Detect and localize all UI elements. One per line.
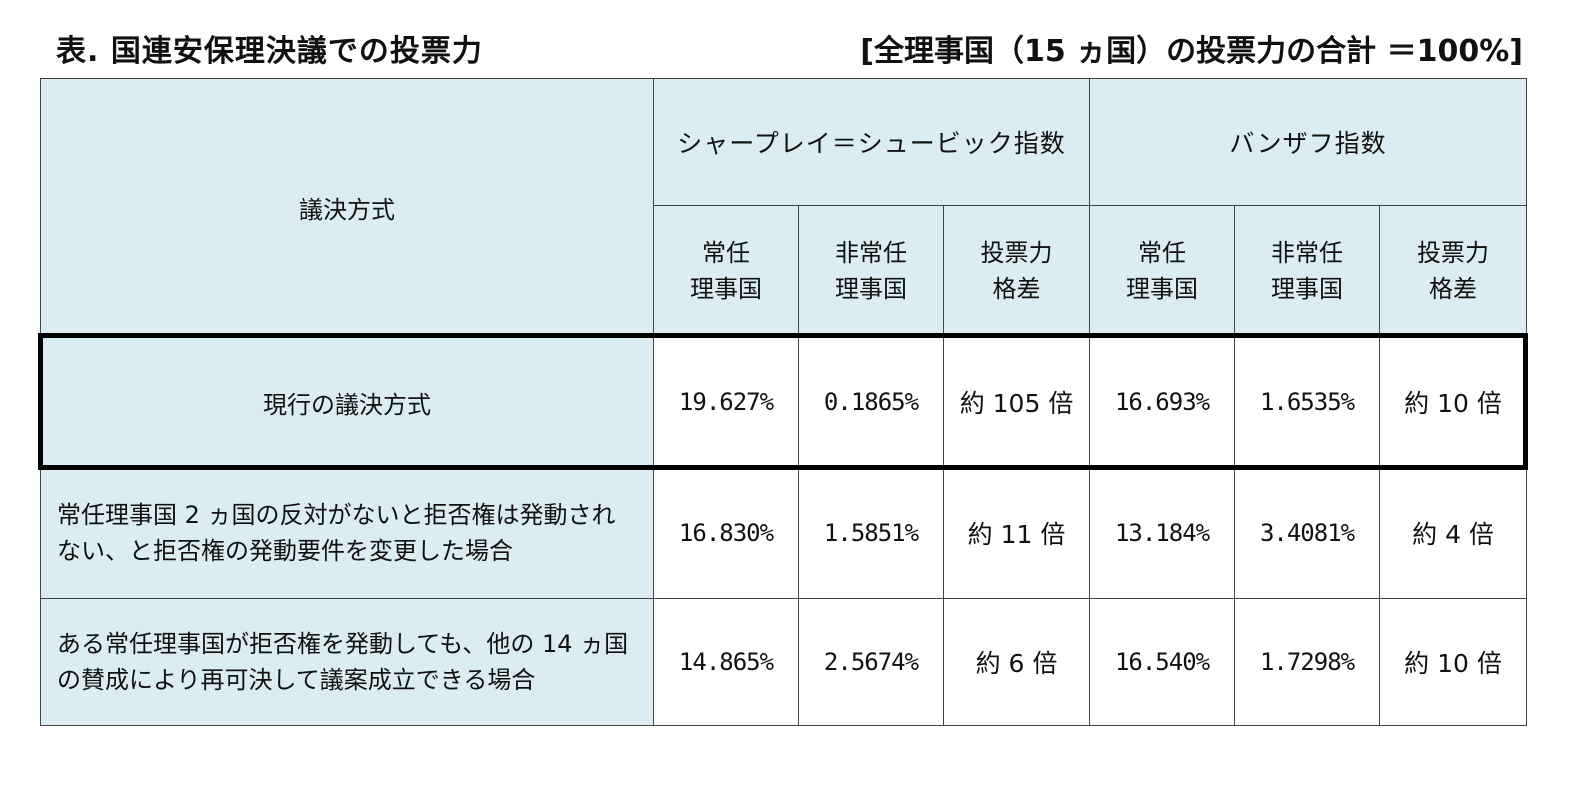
shapley-shubik-header: シャープレイ＝シュービック指数 — [652, 78, 1091, 206]
bz-permanent-header: 常任 理事国 — [1089, 205, 1236, 337]
ss-gap-cell: 約 6 倍 — [942, 598, 1091, 726]
ss-nonpermanent-cell: 2.5674% — [798, 598, 944, 726]
bz-gap-cell: 約 10 倍 — [1379, 336, 1528, 468]
bz-gap-header-line1: 投票力 — [1417, 239, 1490, 267]
ss-nonpermanent-cell: 1.5851% — [798, 467, 944, 599]
table-row: 現行の議決方式 19.627% 0.1865% 約 105 倍 16.693% … — [40, 336, 1528, 468]
ss-permanent-cell: 14.865% — [653, 598, 799, 726]
bz-permanent-header-line2: 理事国 — [1126, 275, 1199, 303]
method-cell: 現行の議決方式 — [40, 336, 654, 468]
bz-nonpermanent-header: 非常任 理事国 — [1234, 205, 1381, 337]
bz-permanent-header-line1: 常任 — [1138, 239, 1187, 267]
table-row: 常任理事国 2 ヵ国の反対がないと拒否権は発動されない、と拒否権の発動要件を変更… — [40, 467, 1528, 599]
table-title: 表. 国連安保理決議での投票力 — [56, 34, 483, 69]
bz-gap-header: 投票力 格差 — [1379, 205, 1528, 337]
bz-gap-cell: 約 4 倍 — [1379, 467, 1528, 599]
method-cell: 常任理事国 2 ヵ国の反対がないと拒否権は発動されない、と拒否権の発動要件を変更… — [40, 467, 654, 599]
ss-permanent-header-line2: 理事国 — [690, 275, 762, 303]
bz-permanent-cell: 16.693% — [1089, 336, 1236, 468]
voting-power-table: 議決方式 シャープレイ＝シュービック指数 バンザフ指数 常任 理事国 非常任 理… — [40, 78, 1528, 726]
ss-nonpermanent-header-line1: 非常任 — [835, 239, 907, 267]
ss-nonpermanent-header-line2: 理事国 — [835, 275, 907, 303]
ss-gap-header-line1: 投票力 — [980, 239, 1053, 267]
ss-gap-cell: 約 11 倍 — [942, 467, 1091, 599]
bz-nonpermanent-cell: 1.7298% — [1234, 598, 1381, 726]
bz-nonpermanent-header-line2: 理事国 — [1271, 275, 1344, 303]
ss-permanent-cell: 16.830% — [653, 467, 799, 599]
bz-permanent-cell: 13.184% — [1089, 467, 1236, 599]
header-row-groups: 議決方式 シャープレイ＝シュービック指数 バンザフ指数 — [40, 78, 1528, 337]
bz-gap-cell: 約 10 倍 — [1379, 598, 1528, 726]
ss-nonpermanent-header: 非常任 理事国 — [798, 205, 944, 337]
ss-gap-cell: 約 105 倍 — [942, 336, 1091, 468]
ss-gap-header: 投票力 格差 — [942, 205, 1091, 337]
total-note: [全理事国（15 ヵ国）の投票力の合計 ＝100%] — [860, 34, 1523, 69]
bz-nonpermanent-header-line1: 非常任 — [1271, 239, 1344, 267]
ss-nonpermanent-cell: 0.1865% — [798, 336, 944, 468]
ss-permanent-header-line1: 常任 — [702, 239, 750, 267]
table-row: ある常任理事国が拒否権を発動しても、他の 14 ヵ国の賛成により再可決して議案成… — [40, 598, 1528, 726]
method-cell: ある常任理事国が拒否権を発動しても、他の 14 ヵ国の賛成により再可決して議案成… — [40, 598, 654, 726]
ss-gap-header-line2: 格差 — [992, 275, 1041, 303]
ss-permanent-header: 常任 理事国 — [653, 205, 799, 337]
bz-gap-header-line2: 格差 — [1429, 275, 1478, 303]
header-row-sub: 常任 理事国 非常任 理事国 投票力 格差 常任 理事国 非常任 理事国 投票力… — [41, 205, 1528, 337]
ss-permanent-cell: 19.627% — [653, 336, 799, 468]
method-header: 議決方式 — [40, 78, 654, 337]
bz-nonpermanent-cell: 3.4081% — [1234, 467, 1381, 599]
banzhaf-header: バンザフ指数 — [1089, 78, 1528, 206]
bz-nonpermanent-cell: 1.6535% — [1234, 336, 1381, 468]
bz-permanent-cell: 16.540% — [1089, 598, 1236, 726]
